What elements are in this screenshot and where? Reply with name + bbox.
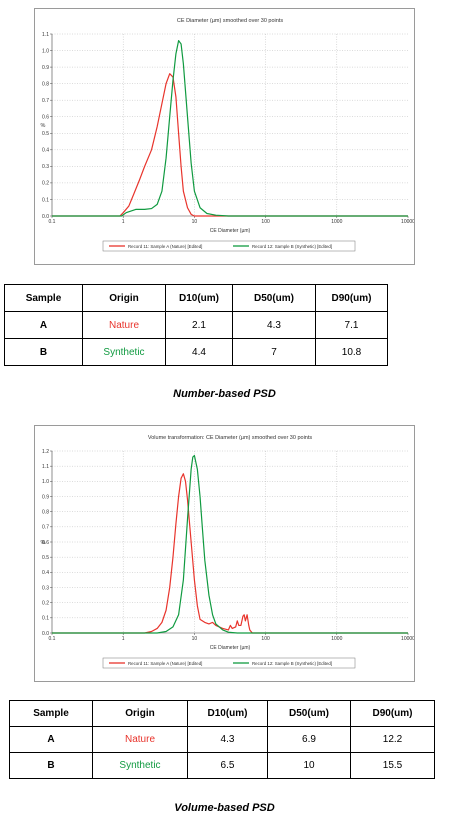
header-sample: Sample [9, 700, 93, 727]
y-tick-label: 0.5 [42, 555, 49, 561]
y-tick-label: 0.0 [42, 631, 49, 637]
y-axis-label: % [41, 540, 46, 546]
y-tick-label: 0.4 [42, 148, 49, 154]
header-d50: D50(um) [267, 700, 351, 727]
legend-label: Record 12: Sample B (Synthetic) [Edited] [252, 661, 332, 666]
cell-origin: Synthetic [92, 752, 188, 779]
y-tick-label: 0.4 [42, 570, 49, 576]
cell-sample: A [9, 726, 93, 753]
cell-sample: B [9, 752, 93, 779]
cell-d90: 7.1 [315, 311, 388, 339]
table-row: A Nature 4.3 6.9 12.2 [9, 726, 435, 753]
volume-psd-plot: Volume transformation: CE Diameter (µm) … [41, 435, 414, 669]
x-tick-label: 1000 [331, 219, 342, 225]
y-tick-label: 0.2 [42, 600, 49, 606]
y-tick-label: 0.5 [42, 131, 49, 137]
cell-d10: 4.4 [165, 338, 233, 366]
cell-d10: 4.3 [187, 726, 268, 753]
cell-origin: Nature [92, 726, 188, 753]
y-tick-label: 0.3 [42, 164, 49, 170]
number-psd-table: Sample Origin D10(um) D50(um) D90(um) A … [4, 284, 388, 366]
y-tick-label: 1.0 [42, 48, 49, 54]
x-tick-label: 100 [261, 219, 270, 225]
y-axis-label: % [41, 123, 46, 129]
x-tick-label: 100 [261, 636, 270, 642]
y-tick-label: 0.8 [42, 81, 49, 87]
header-d50: D50(um) [232, 284, 316, 312]
header-d10: D10(um) [165, 284, 233, 312]
legend-box [102, 240, 356, 252]
x-axis-label: CE Diameter (µm) [210, 645, 251, 651]
header-sample: Sample [4, 284, 83, 312]
y-tick-label: 0.1 [42, 197, 49, 203]
cell-d90: 15.5 [350, 752, 435, 779]
header-origin: Origin [92, 700, 188, 727]
y-tick-label: 1.2 [42, 449, 49, 455]
cell-origin: Nature [82, 311, 166, 339]
table-header-row: Sample Origin D10(um) D50(um) D90(um) [9, 700, 435, 727]
chart-title: CE Diameter (µm) smoothed over 30 points [177, 18, 283, 24]
volume-psd-caption: Volume-based PSD [174, 802, 275, 814]
cell-d10: 2.1 [165, 311, 233, 339]
volume-psd-table: Sample Origin D10(um) D50(um) D90(um) A … [9, 700, 435, 779]
y-tick-label: 0.8 [42, 509, 49, 515]
y-tick-label: 0.2 [42, 181, 49, 187]
y-tick-label: 0.9 [42, 65, 49, 71]
header-origin: Origin [82, 284, 166, 312]
number-psd-plot: CE Diameter (µm) smoothed over 30 points… [41, 18, 414, 252]
cell-d50: 10 [267, 752, 351, 779]
y-tick-label: 1.1 [42, 32, 49, 38]
y-tick-label: 0.3 [42, 585, 49, 591]
volume-psd-chart: Volume transformation: CE Diameter (µm) … [34, 425, 415, 682]
table-row: B Synthetic 6.5 10 15.5 [9, 752, 435, 779]
x-tick-label: 1 [122, 219, 125, 225]
x-tick-label: 10 [192, 219, 198, 225]
series-line-sample-b [52, 454, 408, 634]
cell-d50: 4.3 [232, 311, 316, 339]
cell-sample: B [4, 338, 83, 366]
number-psd-chart: CE Diameter (µm) smoothed over 30 points… [34, 8, 415, 265]
cell-d50: 7 [232, 338, 316, 366]
legend-label: Record 12: Sample B (Synthetic) [Edited] [252, 244, 332, 249]
table-header-row: Sample Origin D10(um) D50(um) D90(um) [4, 284, 388, 312]
header-d10: D10(um) [187, 700, 268, 727]
cell-origin: Synthetic [82, 338, 166, 366]
y-tick-label: 0.7 [42, 98, 49, 104]
y-tick-label: 0.6 [42, 540, 49, 546]
y-tick-label: 1.1 [42, 464, 49, 470]
y-tick-label: 0.7 [42, 525, 49, 531]
y-tick-label: 0.6 [42, 115, 49, 121]
x-tick-label: 10000 [401, 219, 414, 225]
x-tick-label: 0.1 [49, 219, 56, 225]
cell-d10: 6.5 [187, 752, 268, 779]
header-d90: D90(um) [350, 700, 435, 727]
chart-title: Volume transformation: CE Diameter (µm) … [148, 435, 313, 441]
legend-box [102, 657, 356, 669]
cell-d90: 10.8 [315, 338, 388, 366]
x-tick-label: 1 [122, 636, 125, 642]
number-psd-caption: Number-based PSD [173, 388, 276, 400]
y-tick-label: 0.0 [42, 214, 49, 220]
legend-label: Record 11: Sample A (Nature) [Edited] [128, 661, 202, 666]
cell-d50: 6.9 [267, 726, 351, 753]
y-tick-label: 0.9 [42, 494, 49, 500]
x-tick-label: 0.1 [49, 636, 56, 642]
x-axis-label: CE Diameter (µm) [210, 228, 251, 234]
header-d90: D90(um) [315, 284, 388, 312]
cell-d90: 12.2 [350, 726, 435, 753]
cell-sample: A [4, 311, 83, 339]
y-tick-label: 1.0 [42, 479, 49, 485]
series-line-sample-a [52, 473, 408, 634]
legend-label: Record 11: Sample A (Nature) [Edited] [128, 244, 202, 249]
x-tick-label: 10 [192, 636, 198, 642]
x-tick-label: 10000 [401, 636, 414, 642]
series-line-sample-b [52, 40, 408, 217]
series-line-sample-a [52, 73, 408, 217]
table-row: B Synthetic 4.4 7 10.8 [4, 338, 388, 366]
table-row: A Nature 2.1 4.3 7.1 [4, 311, 388, 339]
x-tick-label: 1000 [331, 636, 342, 642]
y-tick-label: 0.1 [42, 616, 49, 622]
